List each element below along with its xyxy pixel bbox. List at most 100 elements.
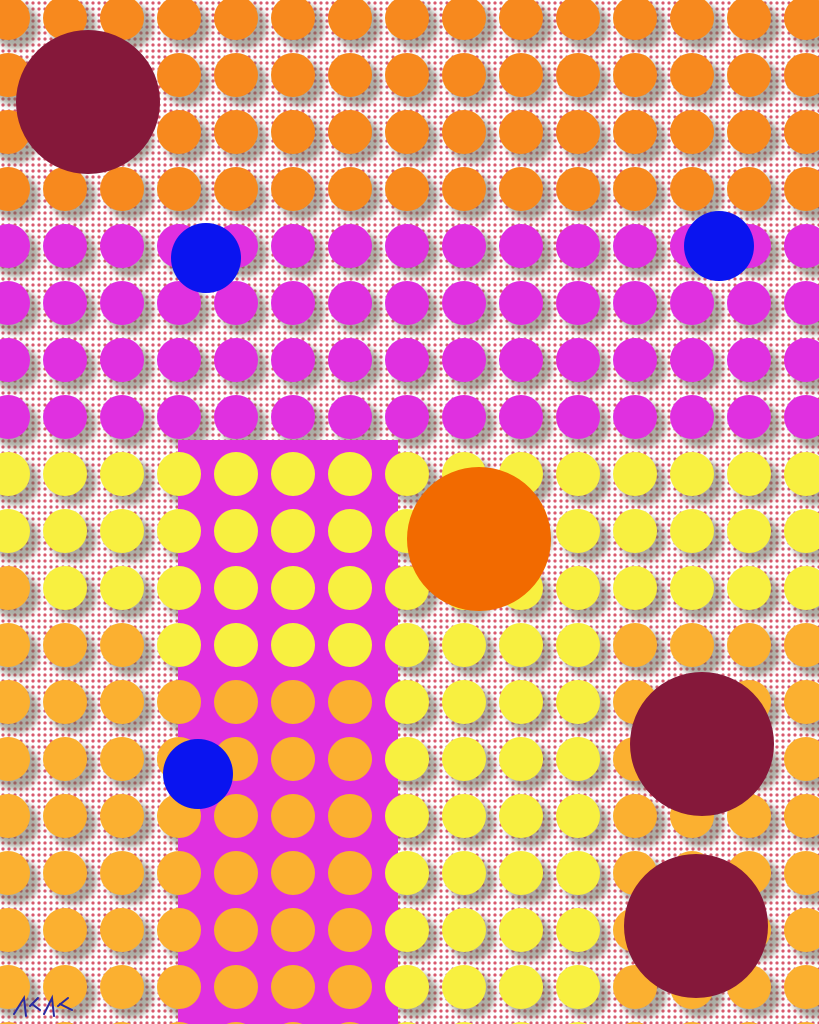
grid-dot — [157, 965, 201, 1009]
grid-dot — [556, 965, 600, 1009]
grid-dot — [499, 965, 543, 1009]
grid-dot — [214, 110, 258, 154]
grid-dot — [556, 794, 600, 838]
grid-dot — [784, 908, 819, 952]
grid-dot — [100, 509, 144, 553]
grid-dot — [157, 851, 201, 895]
grid-dot — [670, 110, 714, 154]
grid-dot — [784, 167, 819, 211]
grid-dot — [670, 452, 714, 496]
maroon-circle — [16, 30, 160, 174]
grid-dot — [556, 851, 600, 895]
grid-dot — [556, 167, 600, 211]
grid-dot — [385, 908, 429, 952]
grid-dot — [328, 281, 372, 325]
grid-dot — [442, 338, 486, 382]
grid-dot — [784, 53, 819, 97]
grid-dot — [271, 395, 315, 439]
grid-dot — [499, 737, 543, 781]
grid-dot — [328, 395, 372, 439]
blue-circle — [171, 223, 241, 293]
grid-dot — [556, 623, 600, 667]
grid-dot — [784, 224, 819, 268]
grid-dot — [43, 167, 87, 211]
grid-dot — [727, 281, 771, 325]
grid-dot — [499, 908, 543, 952]
grid-dot — [214, 509, 258, 553]
grid-dot — [271, 338, 315, 382]
grid-dot — [100, 167, 144, 211]
grid-dot — [43, 395, 87, 439]
grid-dot — [385, 737, 429, 781]
grid-dot — [0, 851, 30, 895]
grid-dot — [100, 851, 144, 895]
grid-dot — [157, 338, 201, 382]
grid-dot — [271, 167, 315, 211]
grid-dot — [0, 566, 30, 610]
grid-dot — [271, 281, 315, 325]
grid-dot — [328, 908, 372, 952]
grid-dot — [556, 737, 600, 781]
maroon-circle — [630, 672, 774, 816]
grid-dot — [214, 965, 258, 1009]
grid-dot — [613, 395, 657, 439]
grid-dot — [43, 338, 87, 382]
grid-dot — [100, 224, 144, 268]
grid-dot — [328, 509, 372, 553]
grid-dot — [157, 0, 201, 40]
grid-dot — [613, 623, 657, 667]
grid-dot — [613, 224, 657, 268]
grid-dot — [157, 623, 201, 667]
grid-dot — [670, 167, 714, 211]
grid-dot — [100, 965, 144, 1009]
grid-dot — [328, 167, 372, 211]
grid-dot — [613, 53, 657, 97]
grid-dot — [0, 623, 30, 667]
grid-dot — [613, 167, 657, 211]
grid-dot — [157, 167, 201, 211]
grid-dot — [0, 737, 30, 781]
grid-dot — [727, 395, 771, 439]
grid-dot — [442, 224, 486, 268]
grid-dot — [499, 680, 543, 724]
grid-dot — [442, 623, 486, 667]
grid-dot — [157, 53, 201, 97]
grid-dot — [100, 737, 144, 781]
grid-dot — [100, 908, 144, 952]
grid-dot — [328, 110, 372, 154]
grid-dot — [385, 851, 429, 895]
grid-dot — [43, 851, 87, 895]
grid-dot — [442, 53, 486, 97]
grid-dot — [556, 281, 600, 325]
grid-dot — [613, 794, 657, 838]
grid-dot — [271, 452, 315, 496]
grid-dot — [43, 680, 87, 724]
grid-dot — [271, 224, 315, 268]
grid-dot — [670, 338, 714, 382]
grid-dot — [0, 281, 30, 325]
grid-dot — [385, 281, 429, 325]
grid-dot — [670, 509, 714, 553]
grid-dot — [0, 338, 30, 382]
grid-dot — [385, 53, 429, 97]
grid-dot — [670, 281, 714, 325]
grid-dot — [442, 680, 486, 724]
grid-dot — [0, 395, 30, 439]
grid-dot — [670, 566, 714, 610]
grid-dot — [385, 224, 429, 268]
grid-dot — [670, 623, 714, 667]
grid-dot — [784, 965, 819, 1009]
grid-dot — [271, 680, 315, 724]
grid-dot — [0, 509, 30, 553]
grid-dot — [271, 566, 315, 610]
grid-dot — [442, 395, 486, 439]
grid-dot — [784, 851, 819, 895]
grid-dot — [385, 965, 429, 1009]
grid-dot — [442, 167, 486, 211]
grid-dot — [43, 623, 87, 667]
grid-dot — [214, 908, 258, 952]
grid-dot — [328, 965, 372, 1009]
grid-dot — [43, 965, 87, 1009]
blue-circle — [684, 211, 754, 281]
